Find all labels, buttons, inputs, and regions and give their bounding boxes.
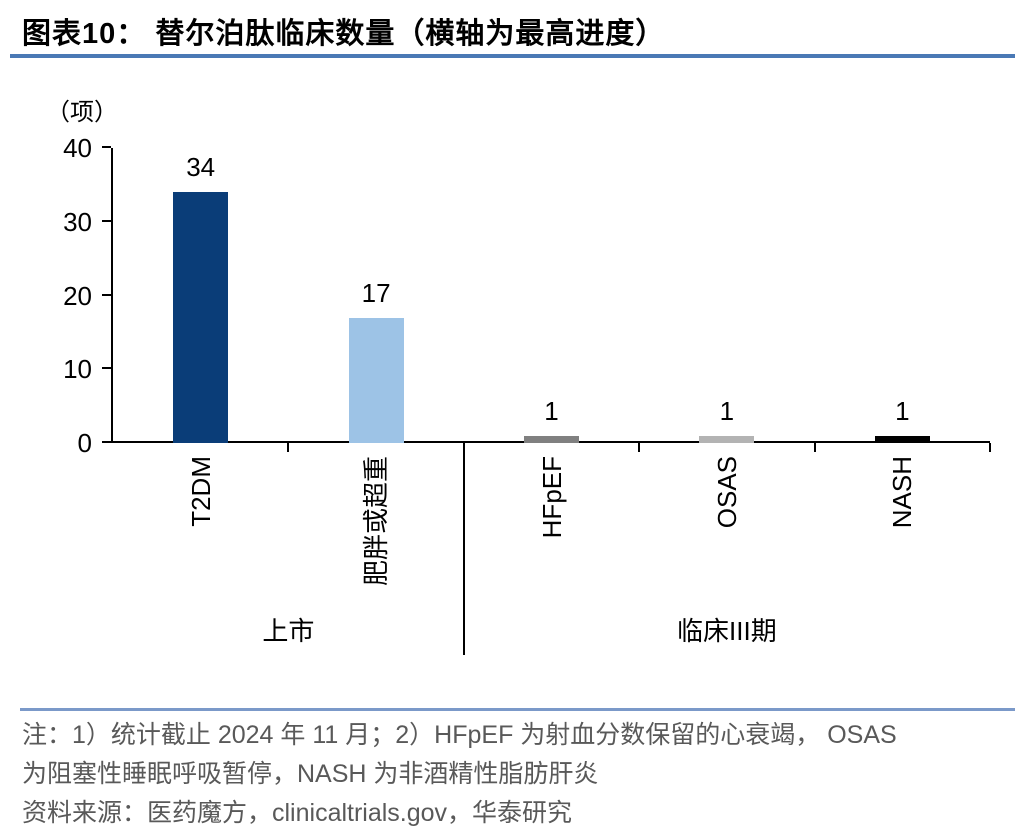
y-axis-tick-label: 0 (77, 428, 92, 458)
bar-value-label: 34 (186, 152, 216, 183)
y-axis-tick (102, 293, 111, 296)
bar-value-label: 17 (361, 277, 391, 308)
category-label: 肥胖或超重 (361, 456, 392, 587)
category-label: OSAS (711, 456, 742, 529)
category-label: T2DM (185, 456, 216, 527)
title-rule (10, 54, 1015, 58)
y-axis-tick-label: 30 (63, 206, 92, 237)
footnote-rule (20, 708, 1015, 711)
y-axis-unit-label: （项） (46, 99, 118, 126)
bar (173, 192, 229, 443)
y-axis-tick-label: 10 (63, 354, 92, 385)
group-label: 临床III期 (677, 616, 777, 646)
y-axis-tick (102, 441, 111, 443)
x-axis-tick (638, 443, 641, 452)
y-axis-tick-label: 40 (63, 133, 92, 163)
bar-value-label: 1 (895, 395, 910, 426)
bar (524, 435, 579, 443)
category-label: HFpEF (536, 456, 567, 539)
footnote-line-1: 注：1）统计截止 2024 年 11 月；2）HFpEF 为射血分数保留的心衰竭… (22, 721, 897, 749)
bar-value-label: 1 (719, 395, 735, 426)
y-axis-tick (102, 146, 111, 148)
y-axis-tick (102, 367, 111, 370)
bar (699, 435, 755, 443)
x-axis-tick (813, 443, 816, 452)
group-divider-line (462, 443, 465, 655)
x-axis-tick (287, 443, 290, 452)
bar (874, 435, 930, 443)
bar (348, 317, 404, 443)
category-label: NASH (887, 456, 918, 529)
bar-chart: 0 10 20 30 40 34 T2DM 17 肥胖或超重 1 HFpEF 1 OSAS 1 NASH 上市… (63, 133, 991, 655)
figure-title: 图表10： 替尔泊肽临床数量（横轴为最高进度） (22, 18, 666, 50)
footnote-line-2: 为阻塞性睡眠呼吸暂停，NASH 为非酒精性脂肪肝炎 (22, 760, 599, 788)
y-axis-line (111, 148, 113, 443)
bar-value-label: 1 (544, 395, 559, 426)
group-label: 上市 (262, 616, 315, 646)
y-axis-tick-label: 20 (63, 280, 92, 311)
footnote-source: 资料来源：医药魔方，clinicaltrials.gov，华泰研究 (22, 799, 573, 827)
footnotes: 注：1）统计截止 2024 年 11 月；2）HFpEF 为射血分数保留的心衰竭… (22, 716, 1027, 833)
x-axis-tick (989, 443, 991, 452)
y-axis-tick (102, 219, 111, 222)
